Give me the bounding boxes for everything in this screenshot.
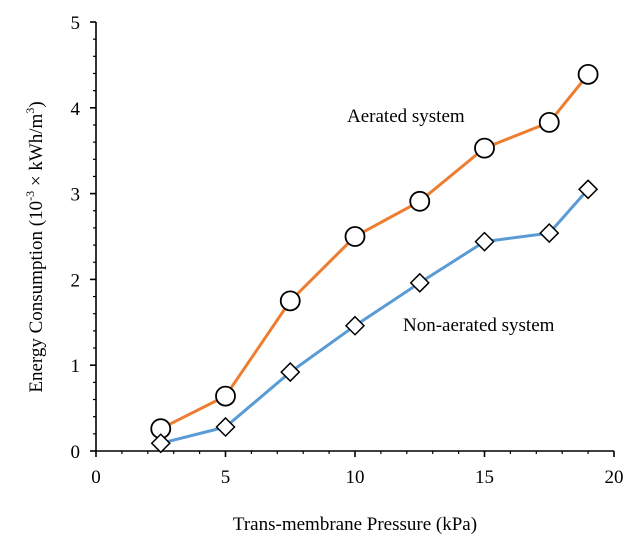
data-point-non-aerated-system [150, 433, 171, 454]
data-point-non-aerated-system [474, 231, 495, 252]
data-point-aerated-system [409, 190, 431, 212]
annotation-aerated-system: Aerated system [347, 106, 465, 127]
y-tick-label: 5 [71, 13, 81, 34]
data-point-aerated-system [474, 137, 495, 159]
x-axis-title: Trans-membrane Pressure (kPa) [233, 514, 477, 535]
data-point-aerated-system [577, 63, 599, 85]
data-point-aerated-system [538, 111, 560, 133]
data-point-non-aerated-system [344, 315, 366, 336]
series-markers [150, 63, 599, 454]
data-point-non-aerated-system [539, 223, 560, 244]
y-axis-title-main: Energy Consumption (10 [26, 201, 47, 393]
data-point-aerated-system [215, 385, 236, 407]
data-point-aerated-system [344, 226, 366, 247]
y-tick-label: 1 [71, 356, 81, 377]
x-tick-label: 20 [605, 467, 624, 488]
y-axis-title-unit: × kWh/m [26, 113, 47, 190]
annotation-non-aerated-system: Non-aerated system [403, 315, 555, 336]
data-point-aerated-system [279, 290, 301, 312]
x-tick-label: 5 [221, 467, 231, 488]
y-axis-title: Energy Consumption (10-3 × kWh/m3) [23, 101, 47, 392]
x-tick-label: 15 [475, 467, 494, 488]
x-tick-label: 0 [91, 467, 101, 488]
axis-ticks: 0 1 2 3 4 5 0 5 10 15 20 [71, 13, 624, 488]
y-axis-title-exponent-2: 3 [23, 108, 37, 114]
data-point-non-aerated-system [409, 272, 430, 293]
y-tick-label: 4 [71, 99, 81, 120]
series-lines [160, 73, 590, 445]
series-line-non-aerated-system [160, 188, 590, 445]
y-tick-label: 3 [71, 185, 81, 206]
series-line-aerated-system [160, 73, 590, 431]
y-axis-title-exponent: -3 [23, 191, 37, 201]
y-tick-label: 2 [71, 270, 81, 291]
data-point-non-aerated-system [215, 416, 236, 438]
y-axis-title-end: ) [26, 101, 47, 107]
data-point-non-aerated-system [578, 179, 599, 200]
data-point-non-aerated-system [280, 362, 301, 383]
x-tick-label: 10 [346, 467, 365, 488]
y-tick-label: 0 [71, 442, 81, 463]
